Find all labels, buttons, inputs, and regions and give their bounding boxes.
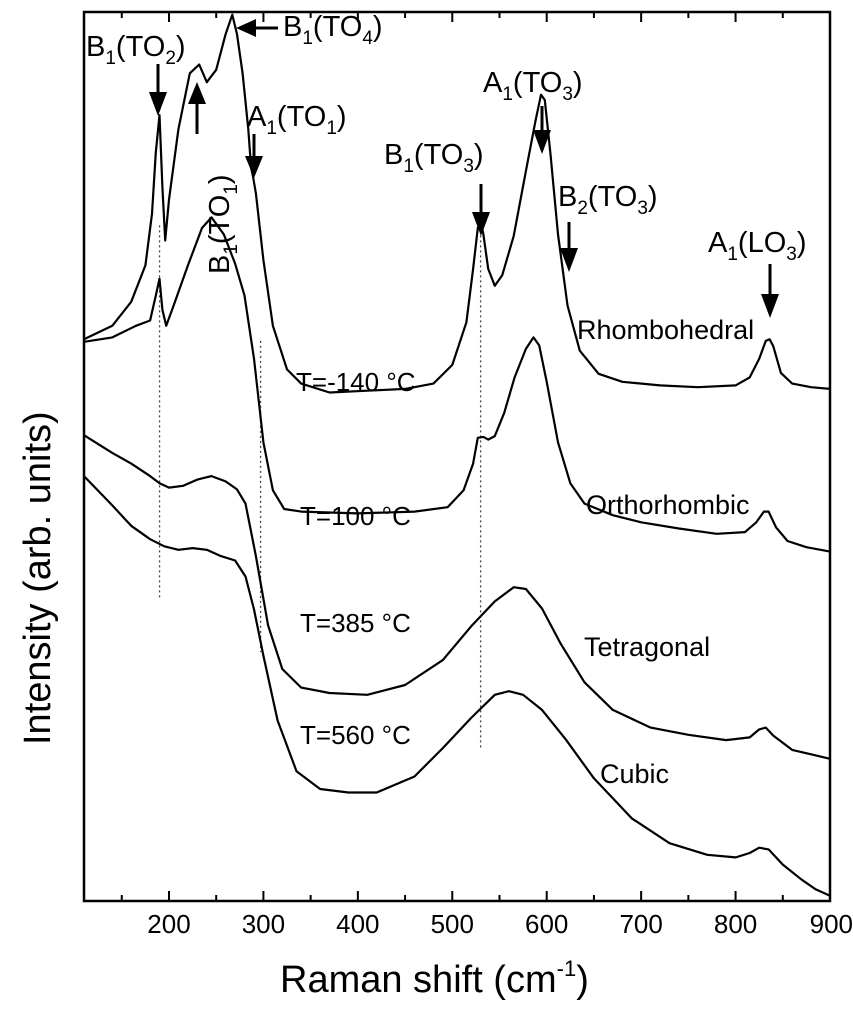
spectrum-cubic — [83, 475, 831, 897]
arrow-b2-to3 — [560, 222, 578, 272]
annotation-b1-to1: B1(TO1) — [204, 174, 242, 274]
arrow-a1-to1 — [245, 134, 263, 178]
x-axis-ticks: 200 300 400 500 600 700 800 900 — [120, 12, 853, 939]
annotation-a1-lo3: A1(LO3) — [708, 227, 807, 265]
x-tick-label-800: 800 — [714, 909, 757, 939]
arrow-b1-to4 — [236, 19, 278, 37]
condition-label-cubic: T=560 °C — [300, 720, 411, 750]
annotation-a1-to3: A1(TO3) — [483, 67, 583, 105]
spectrum-tetragonal — [83, 434, 831, 760]
y-axis-title: Intensity (arb. units) — [17, 411, 59, 745]
phase-label-rhombohedral: Rhombohedral — [577, 315, 754, 345]
x-tick-label-900: 900 — [810, 909, 853, 939]
annotation-b2-to3: B2(TO3) — [558, 181, 658, 219]
arrow-b1-to1 — [188, 82, 206, 134]
annotation-b1-to3: B1(TO3) — [384, 139, 484, 177]
spectrum-rhombohedral — [83, 13, 831, 394]
arrow-a1-to3 — [533, 106, 551, 154]
annotation-b1-to4: B1(TO4) — [283, 11, 383, 49]
annotation-a1-to1: A1(TO1) — [247, 101, 347, 139]
condition-label-rhombohedral: T=-140 °C — [296, 367, 416, 397]
arrow-b1-to2 — [149, 64, 167, 116]
phase-label-tetragonal: Tetragonal — [584, 632, 710, 662]
x-tick-label-700: 700 — [619, 909, 662, 939]
arrow-b1-to3 — [472, 184, 490, 236]
arrow-a1-lo3 — [761, 264, 779, 318]
guide-lines — [158, 225, 482, 750]
spectra-curves — [83, 13, 831, 897]
phase-label-orthorhombic: Orthorhombic — [586, 490, 750, 520]
condition-label-tetragonal: T=385 °C — [300, 608, 411, 638]
annotation-b1-to2: B1(TO2) — [86, 31, 186, 69]
condition-label-orthorhombic: T=100 °C — [300, 501, 411, 531]
plot-frame — [82, 10, 832, 903]
x-tick-label-600: 600 — [525, 909, 568, 939]
x-tick-label-300: 300 — [242, 909, 285, 939]
x-axis-title: Raman shift (cm-1) — [280, 956, 589, 1001]
x-tick-label-400: 400 — [336, 909, 379, 939]
x-tick-label-200: 200 — [147, 909, 190, 939]
phase-label-cubic: Cubic — [600, 759, 669, 789]
spectrum-orthorhombic — [83, 216, 831, 553]
x-tick-label-500: 500 — [431, 909, 474, 939]
